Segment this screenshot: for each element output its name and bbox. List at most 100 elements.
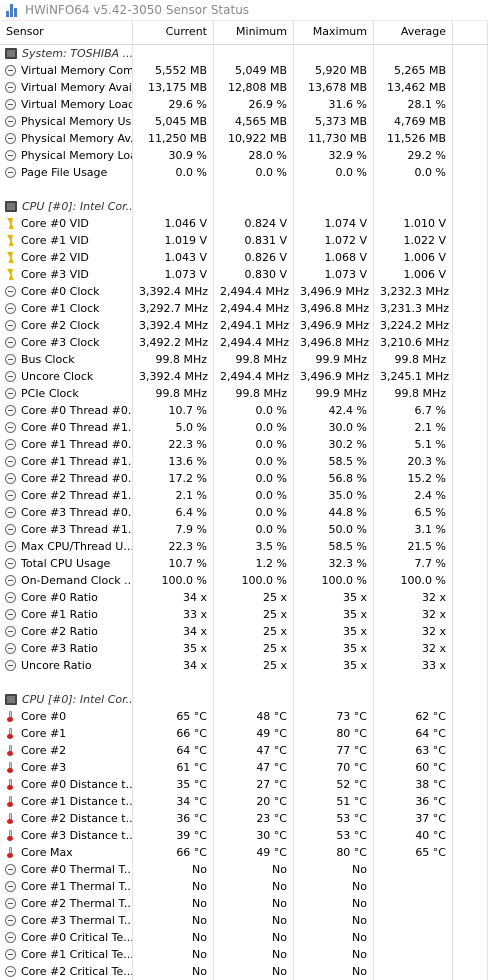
sensor-row[interactable]: Core #1 Distance t... 34 °C 20 °C 51 °C 36 °… xyxy=(0,793,488,810)
sensor-row[interactable]: Physical Memory Used 5,045 MB 4,565 MB 5,37… xyxy=(0,113,488,130)
column-header-minimum[interactable]: Minimum xyxy=(214,21,294,44)
column-header-spacer xyxy=(453,21,488,44)
maximum-value: 51 °C xyxy=(294,793,374,810)
current-value: 5.0 % xyxy=(133,419,214,436)
gauge-icon xyxy=(5,133,16,144)
sensor-name-cell: Core #0 Thread #1... xyxy=(0,419,133,436)
sensor-row[interactable]: Core #3 Distance t... 39 °C 30 °C 53 °C 40 °… xyxy=(0,827,488,844)
sensor-row[interactable]: Physical Memory Load 30.9 % 28.0 % 32.9 % 29… xyxy=(0,147,488,164)
sensor-row[interactable]: Core #0 Critical Te... No No No xyxy=(0,929,488,946)
sensor-row[interactable]: Core Max 66 °C 49 °C 80 °C 65 °C xyxy=(0,844,488,861)
sensor-row[interactable]: Virtual Memory Avai... 13,175 MB 12,808 MB… xyxy=(0,79,488,96)
gauge-icon xyxy=(5,609,16,620)
sensor-group-row[interactable]: System: TOSHIBA ... xyxy=(0,45,488,62)
sensor-row[interactable]: Core #1 Ratio 33 x 25 x 35 x 32 x xyxy=(0,606,488,623)
maximum-value: 3,496.9 MHz xyxy=(294,283,374,300)
gauge-icon xyxy=(5,422,16,433)
minimum-value: 0.831 V xyxy=(214,232,294,249)
spacer-row xyxy=(0,181,488,198)
sensor-row[interactable]: Core #2 64 °C 47 °C 77 °C 63 °C xyxy=(0,742,488,759)
average-value: 60 °C xyxy=(374,759,453,776)
sensor-row[interactable]: Core #3 Thread #1... 7.9 % 0.0 % 50.0 % 3.1 … xyxy=(0,521,488,538)
average-value: 63 °C xyxy=(374,742,453,759)
minimum-value xyxy=(214,181,294,198)
average-value xyxy=(374,181,453,198)
sensor-name-cell: On-Demand Clock ... xyxy=(0,572,133,589)
sensor-row[interactable]: Core #2 Distance t... 36 °C 23 °C 53 °C 37 °… xyxy=(0,810,488,827)
minimum-value: 47 °C xyxy=(214,759,294,776)
sensor-label: Page File Usage xyxy=(21,166,108,179)
maximum-value: No xyxy=(294,861,374,878)
sensor-row[interactable]: Core #1 Thread #1... 13.6 % 0.0 % 58.5 % 20.… xyxy=(0,453,488,470)
sensor-group-row[interactable]: CPU [#0]: Intel Cor... xyxy=(0,198,488,215)
sensor-row[interactable]: Core #3 Thermal T... No No No xyxy=(0,912,488,929)
sensor-label: Physical Memory Av... xyxy=(21,132,133,145)
maximum-value: 3,496.8 MHz xyxy=(294,334,374,351)
maximum-value: 52 °C xyxy=(294,776,374,793)
sensor-row[interactable]: Virtual Memory Com... 5,552 MB 5,049 MB 5,9… xyxy=(0,62,488,79)
column-header-current[interactable]: Current xyxy=(133,21,214,44)
sensor-row[interactable]: Core #1 Clock 3,292.7 MHz 2,494.4 MHz 3,496… xyxy=(0,300,488,317)
column-header-sensor[interactable]: Sensor xyxy=(0,21,133,44)
sensor-row[interactable]: Core #1 Thread #0... 22.3 % 0.0 % 30.2 % 5.1… xyxy=(0,436,488,453)
sensor-row[interactable]: Physical Memory Av... 11,250 MB 10,922 MB 1… xyxy=(0,130,488,147)
sensor-row[interactable]: Core #0 Ratio 34 x 25 x 35 x 32 x xyxy=(0,589,488,606)
sensor-row[interactable]: Core #0 65 °C 48 °C 73 °C 62 °C xyxy=(0,708,488,725)
sensor-row[interactable]: Core #0 VID 1.046 V 0.824 V 1.074 V 1.010 V xyxy=(0,215,488,232)
sensor-row[interactable]: Core #0 Thermal T... No No No xyxy=(0,861,488,878)
column-header-maximum[interactable]: Maximum xyxy=(294,21,374,44)
sensor-row[interactable]: Core #2 Thread #1... 2.1 % 0.0 % 35.0 % 2.4 … xyxy=(0,487,488,504)
sensor-group-row[interactable]: CPU [#0]: Intel Cor... xyxy=(0,691,488,708)
sensor-name-cell: Core #3 VID xyxy=(0,266,133,283)
maximum-value: 58.5 % xyxy=(294,453,374,470)
current-value: 22.3 % xyxy=(133,436,214,453)
sensor-row[interactable]: Core #2 VID 1.043 V 0.826 V 1.068 V 1.006 V xyxy=(0,249,488,266)
row-spacer xyxy=(453,470,488,487)
sensor-row[interactable]: Core #0 Thread #1... 5.0 % 0.0 % 30.0 % 2.1 … xyxy=(0,419,488,436)
current-value: No xyxy=(133,912,214,929)
sensor-label: Uncore Ratio xyxy=(21,659,92,672)
sensor-label: Core #0 Thread #0... xyxy=(21,404,133,417)
sensor-row[interactable]: Core #1 Thermal T... No No No xyxy=(0,878,488,895)
sensor-row[interactable]: Core #3 Thread #0... 6.4 % 0.0 % 44.8 % 6.5 … xyxy=(0,504,488,521)
sensor-row[interactable]: Bus Clock 99.8 MHz 99.8 MHz 99.9 MHz 99.8 MH… xyxy=(0,351,488,368)
gauge-icon xyxy=(5,303,16,314)
sensor-row[interactable]: Core #3 Ratio 35 x 25 x 35 x 32 x xyxy=(0,640,488,657)
sensor-row[interactable]: Virtual Memory Load 29.6 % 26.9 % 31.6 % 28.… xyxy=(0,96,488,113)
sensor-name-cell: Core #2 Thermal T... xyxy=(0,895,133,912)
current-value xyxy=(133,691,214,708)
thermometer-icon xyxy=(5,830,16,841)
title-bar[interactable]: HWiNFO64 v5.42-3050 Sensor Status xyxy=(0,0,488,21)
maximum-value: 80 °C xyxy=(294,844,374,861)
average-value: 32 x xyxy=(374,606,453,623)
sensor-row[interactable]: Uncore Ratio 34 x 25 x 35 x 33 x xyxy=(0,657,488,674)
sensor-row[interactable]: Core #0 Distance t... 35 °C 27 °C 52 °C 38 °… xyxy=(0,776,488,793)
sensor-row[interactable]: Total CPU Usage 10.7 % 1.2 % 32.3 % 7.7 % xyxy=(0,555,488,572)
column-header-average[interactable]: Average xyxy=(374,21,453,44)
sensor-row[interactable]: Core #1 66 °C 49 °C 80 °C 64 °C xyxy=(0,725,488,742)
sensor-row[interactable]: Core #2 Thermal T... No No No xyxy=(0,895,488,912)
sensor-row[interactable]: Core #3 VID 1.073 V 0.830 V 1.073 V 1.006 V xyxy=(0,266,488,283)
row-spacer xyxy=(453,793,488,810)
sensor-row[interactable]: Core #2 Ratio 34 x 25 x 35 x 32 x xyxy=(0,623,488,640)
sensor-row[interactable]: Core #2 Critical Te... No No No xyxy=(0,963,488,980)
sensor-row[interactable]: Core #1 VID 1.019 V 0.831 V 1.072 V 1.022 V xyxy=(0,232,488,249)
sensor-row[interactable]: Uncore Clock 3,392.4 MHz 2,494.4 MHz 3,496.… xyxy=(0,368,488,385)
sensor-row[interactable]: Core #1 Critical Te... No No No xyxy=(0,946,488,963)
sensor-label: Core #3 VID xyxy=(21,268,89,281)
sensor-row[interactable]: Core #0 Thread #0... 10.7 % 0.0 % 42.4 % 6.7… xyxy=(0,402,488,419)
sensor-row[interactable]: Max CPU/Thread U... 22.3 % 3.5 % 58.5 % 21.5… xyxy=(0,538,488,555)
sensor-list[interactable]: System: TOSHIBA ... Virtual Memory Com...… xyxy=(0,45,488,980)
sensor-row[interactable]: PCIe Clock 99.8 MHz 99.8 MHz 99.9 MHz 99.8 M… xyxy=(0,385,488,402)
sensor-row[interactable]: Core #3 61 °C 47 °C 70 °C 60 °C xyxy=(0,759,488,776)
sensor-row[interactable]: Core #2 Clock 3,392.4 MHz 2,494.1 MHz 3,496… xyxy=(0,317,488,334)
sensor-row[interactable]: On-Demand Clock ... 100.0 % 100.0 % 100.0 %… xyxy=(0,572,488,589)
minimum-value: 23 °C xyxy=(214,810,294,827)
sensor-row[interactable]: Page File Usage 0.0 % 0.0 % 0.0 % 0.0 % xyxy=(0,164,488,181)
sensor-name-cell: Physical Memory Load xyxy=(0,147,133,164)
sensor-row[interactable]: Core #0 Clock 3,392.4 MHz 2,494.4 MHz 3,496… xyxy=(0,283,488,300)
sensor-row[interactable]: Core #2 Thread #0... 17.2 % 0.0 % 56.8 % 15.… xyxy=(0,470,488,487)
current-value: 61 °C xyxy=(133,759,214,776)
maximum-value: 77 °C xyxy=(294,742,374,759)
sensor-row[interactable]: Core #3 Clock 3,492.2 MHz 2,494.4 MHz 3,496… xyxy=(0,334,488,351)
